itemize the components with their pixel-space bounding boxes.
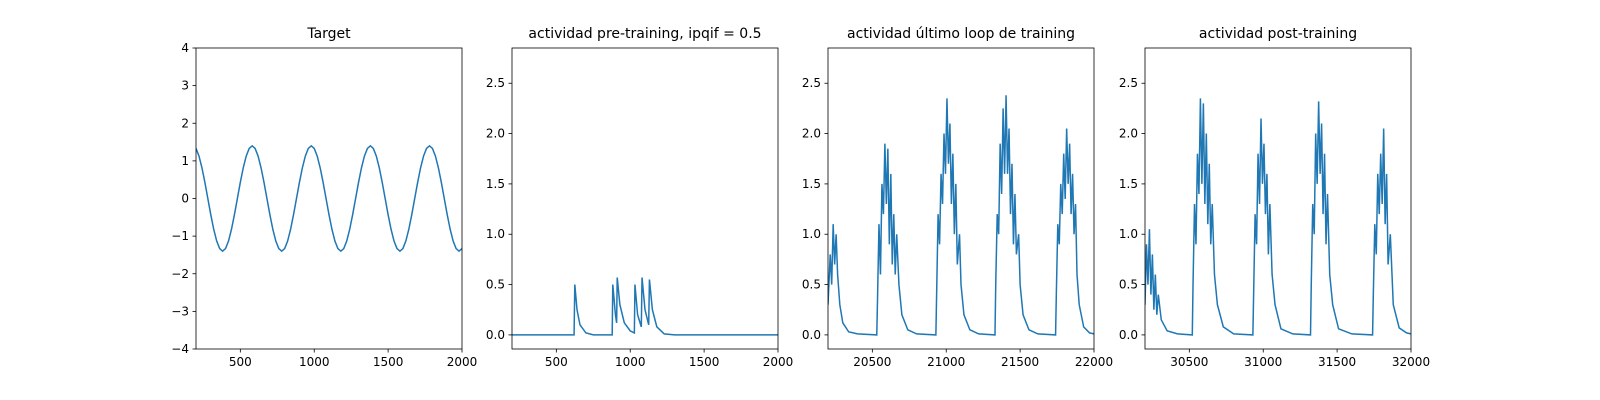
line bbox=[512, 277, 778, 336]
y-tick-label: 2.5 bbox=[1119, 76, 1138, 90]
y-tick-label: 0.0 bbox=[802, 328, 821, 342]
y-tick-label: −2 bbox=[171, 267, 189, 281]
chart-title: actividad post-training bbox=[1199, 26, 1357, 42]
x-tick-label: 21500 bbox=[1001, 355, 1039, 369]
line bbox=[1145, 98, 1411, 336]
y-tick-label: −3 bbox=[171, 304, 189, 318]
x-tick-label: 21000 bbox=[927, 355, 965, 369]
axes-frame bbox=[511, 47, 779, 350]
x-tick-label: 20500 bbox=[853, 355, 891, 369]
y-tick-label: 2.0 bbox=[1119, 127, 1138, 141]
subplot: actividad último loop de training 0.0 0.5 1… bbox=[802, 26, 1113, 369]
y-tick-label: 0 bbox=[181, 192, 189, 206]
y-tick-label: 3 bbox=[181, 79, 189, 93]
line bbox=[196, 144, 462, 253]
x-tick-label: 1000 bbox=[299, 355, 330, 369]
x-tick-label: 30500 bbox=[1170, 355, 1208, 369]
x-tick-label: 31000 bbox=[1244, 355, 1282, 369]
y-tick-label: 0.5 bbox=[802, 278, 821, 292]
y-tick-label: 1.5 bbox=[486, 177, 505, 191]
y-tick-label: 1.0 bbox=[486, 227, 505, 241]
y-tick-label: 4 bbox=[181, 41, 189, 55]
y-tick-label: 1.0 bbox=[1119, 227, 1138, 241]
subplot: actividad pre-training, ipqif = 0.5 0.0 0.… bbox=[486, 26, 793, 369]
chart-title: actividad pre-training, ipqif = 0.5 bbox=[528, 26, 761, 42]
x-tick-label: 1000 bbox=[615, 355, 646, 369]
x-tick-label: 2000 bbox=[763, 355, 794, 369]
x-tick-label: 500 bbox=[229, 355, 252, 369]
axes-frame bbox=[195, 47, 463, 350]
y-tick-label: 2 bbox=[181, 116, 189, 130]
y-tick-label: −1 bbox=[171, 229, 189, 243]
chart-title: Target bbox=[306, 26, 351, 42]
y-tick-label: 0.0 bbox=[1119, 328, 1138, 342]
x-tick-label: 2000 bbox=[447, 355, 478, 369]
axes-frame bbox=[827, 47, 1095, 350]
x-tick-label: 500 bbox=[545, 355, 568, 369]
subplot: Target −4 −3 −2 −1 0 1 2 3 4 500 1000 1500 2000 bbox=[171, 26, 477, 369]
y-tick-label: 1.0 bbox=[802, 227, 821, 241]
x-tick-label: 1500 bbox=[689, 355, 720, 369]
y-tick-label: 1.5 bbox=[1119, 177, 1138, 191]
y-tick-label: −4 bbox=[171, 342, 189, 356]
chart-title: actividad último loop de training bbox=[847, 26, 1075, 42]
y-tick-label: 0.0 bbox=[486, 328, 505, 342]
line bbox=[828, 95, 1094, 336]
subplot: actividad post-training 0.0 0.5 1.0 1.5 2.0 2.… bbox=[1119, 26, 1430, 369]
x-tick-label: 31500 bbox=[1318, 355, 1356, 369]
axes-frame bbox=[1144, 47, 1412, 350]
y-tick-label: 1.5 bbox=[802, 177, 821, 191]
y-tick-label: 0.5 bbox=[486, 278, 505, 292]
y-tick-label: 2.5 bbox=[486, 76, 505, 90]
y-tick-label: 2.0 bbox=[486, 127, 505, 141]
x-tick-label: 22000 bbox=[1075, 355, 1113, 369]
y-tick-label: 0.5 bbox=[1119, 278, 1138, 292]
y-tick-label: 2.0 bbox=[802, 127, 821, 141]
x-tick-label: 1500 bbox=[373, 355, 404, 369]
y-tick-label: 1 bbox=[181, 154, 189, 168]
y-tick-label: 2.5 bbox=[802, 76, 821, 90]
x-tick-label: 32000 bbox=[1392, 355, 1430, 369]
